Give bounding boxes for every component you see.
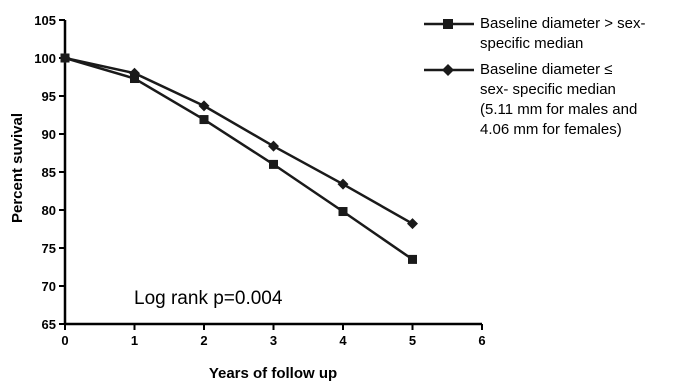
- x-tick-label: 3: [270, 333, 277, 348]
- data-point-diamond: [198, 100, 210, 112]
- x-tick-label: 6: [478, 333, 485, 348]
- legend-label-above-median: Baseline diameter > sex- specific median: [480, 15, 646, 52]
- x-tick-label: 1: [131, 333, 138, 348]
- series-line-1: [64, 56, 414, 261]
- legend-label-below-median: Baseline diameter ≤ sex- specific median…: [480, 61, 638, 138]
- x-tick-label: 5: [409, 333, 416, 348]
- y-tick-label: 85: [42, 165, 56, 180]
- diamond-marker-icon: [424, 64, 474, 76]
- data-point-square: [338, 207, 348, 217]
- legend-item-below-median: Baseline diameter ≤ sex- specific median…: [422, 60, 691, 140]
- data-point-square: [408, 254, 417, 264]
- chart-legend: Baseline diameter > sex- specific median…: [422, 14, 691, 146]
- y-tick-label: 70: [42, 279, 56, 294]
- logrank-annotation: Log rank p=0.004: [134, 288, 283, 309]
- series-line-2: [64, 56, 414, 225]
- y-axis-title: Percent suvival: [9, 113, 26, 223]
- data-point-square: [199, 115, 209, 125]
- y-tick-label: 75: [42, 241, 56, 256]
- chart-axes: 65 70 75 80 85 90 95 100 105 0 1 2 3 4 5 6: [34, 13, 485, 348]
- legend-item-above-median: Baseline diameter > sex- specific median: [422, 14, 691, 54]
- y-tick-label: 100: [34, 51, 56, 66]
- data-point-square: [269, 159, 278, 169]
- data-point-diamond: [129, 67, 140, 79]
- x-tick-label: 4: [339, 333, 347, 348]
- x-tick-label: 0: [61, 333, 68, 348]
- y-tick-label: 90: [42, 127, 56, 142]
- data-point-diamond: [337, 178, 349, 190]
- square-marker-icon: [424, 19, 474, 29]
- data-point-diamond: [59, 52, 71, 64]
- y-tick-label: 80: [42, 203, 56, 218]
- data-point-diamond: [407, 218, 418, 230]
- chart-series: [59, 52, 418, 264]
- y-tick-label: 105: [34, 13, 56, 28]
- x-tick-label: 2: [200, 333, 207, 348]
- y-tick-label: 95: [42, 89, 56, 104]
- data-point-diamond: [268, 140, 279, 152]
- x-axis-title: Years of follow up: [209, 365, 337, 382]
- y-tick-label: 65: [42, 317, 56, 332]
